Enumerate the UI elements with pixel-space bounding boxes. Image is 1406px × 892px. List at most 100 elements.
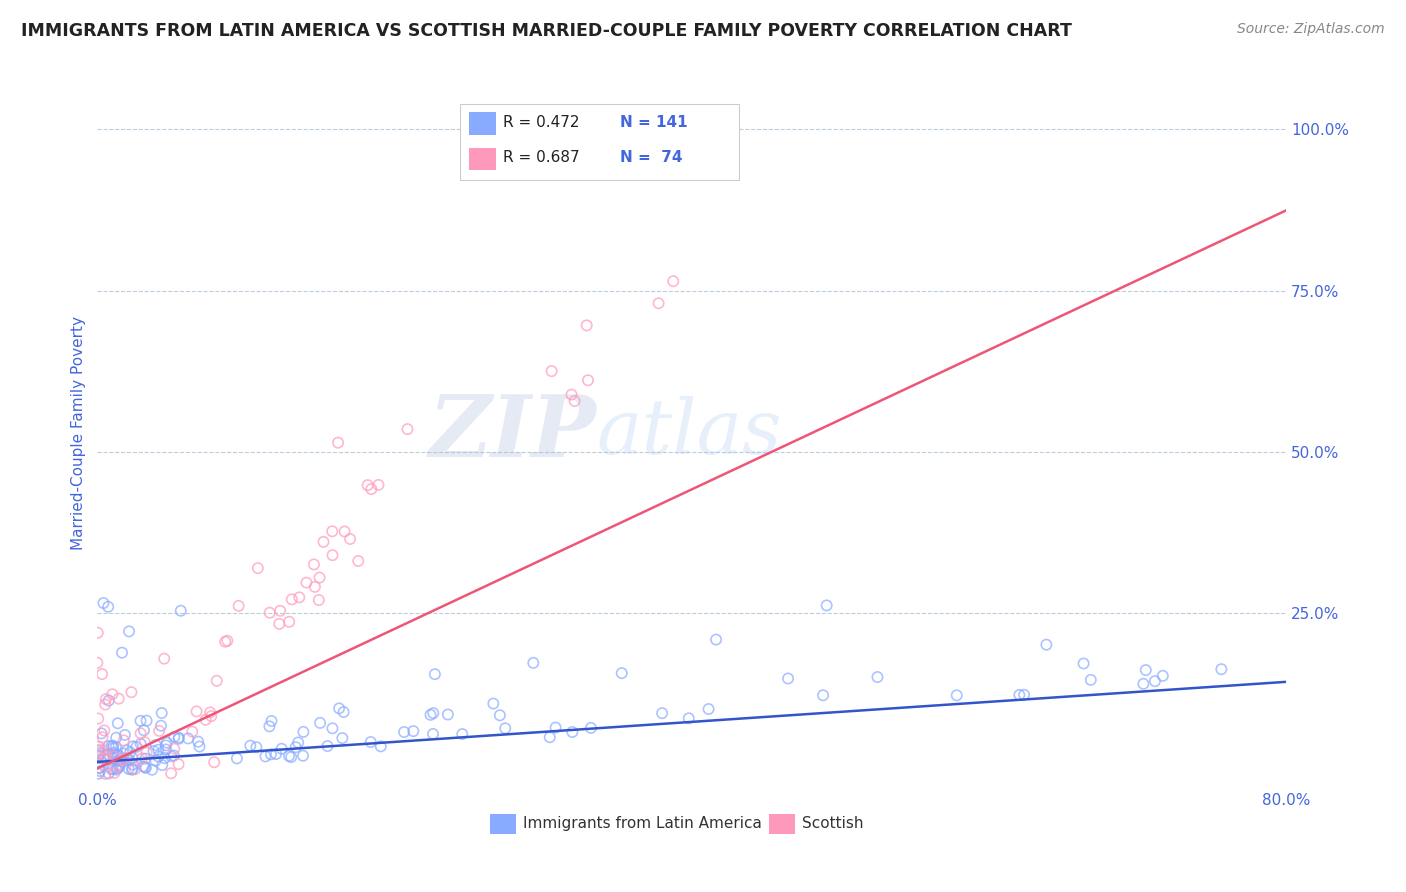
Point [538,731,561,745]
Text: IMMIGRANTS FROM LATIN AMERICA VS SCOTTISH MARRIED-COUPLE FAMILY POVERTY CORRELAT: IMMIGRANTS FROM LATIN AMERICA VS SCOTTIS… [21,22,1071,40]
Point [308,593,330,607]
Point [330,731,353,745]
Point [134,751,156,765]
Point [97,766,120,780]
Point [112,747,135,761]
Point [482,697,505,711]
Point [94,692,117,706]
Point [94,767,117,781]
Point [564,394,586,409]
Point [1152,669,1174,683]
Bar [470,112,495,135]
Point [148,743,170,757]
Point [111,646,134,660]
Point [321,548,343,562]
Point [561,725,583,739]
Point [87,748,110,763]
Point [115,750,138,764]
Point [135,761,157,775]
Point [360,482,382,496]
Point [217,633,239,648]
Point [107,748,129,763]
Point [575,318,598,333]
Point [697,702,720,716]
Point [579,721,602,735]
Point [97,599,120,614]
Point [1143,674,1166,689]
Point [97,739,120,753]
Point [280,750,302,764]
Point [129,737,152,751]
Point [284,740,307,755]
Point [167,731,190,746]
Point [93,723,115,738]
Point [111,753,134,767]
Point [186,705,208,719]
Text: R = 0.687: R = 0.687 [503,150,579,165]
Point [124,763,146,777]
Point [360,735,382,749]
Point [332,705,354,719]
Point [163,748,186,763]
Point [155,739,177,753]
Point [86,756,108,771]
Point [122,739,145,754]
Point [494,722,516,736]
Point [107,754,129,768]
Point [87,744,110,758]
Point [1008,688,1031,702]
Point [90,726,112,740]
Point [264,747,287,761]
Point [170,604,193,618]
Point [105,763,128,777]
Point [177,731,200,746]
Point [214,634,236,648]
Text: Source: ZipAtlas.com: Source: ZipAtlas.com [1237,22,1385,37]
Point [167,731,190,745]
Point [105,731,128,745]
Point [866,670,889,684]
Point [100,749,122,764]
Point [321,721,343,735]
Point [101,687,124,701]
Text: N = 141: N = 141 [620,115,688,129]
Point [107,716,129,731]
Point [370,739,392,754]
Point [1132,677,1154,691]
Bar [470,148,495,170]
Point [402,724,425,739]
Point [163,730,186,744]
Point [422,727,444,741]
Point [135,746,157,760]
Point [111,755,134,769]
Point [259,719,281,733]
Point [103,746,125,760]
Point [145,738,167,752]
Point [148,723,170,738]
Point [105,761,128,775]
Point [194,713,217,727]
Point [87,712,110,726]
Point [150,719,173,733]
Text: N =  74: N = 74 [620,150,683,165]
Point [93,743,115,757]
Point [544,721,567,735]
Point [239,739,262,753]
Point [423,667,446,681]
Point [522,656,544,670]
Point [156,736,179,750]
Point [93,751,115,765]
Text: Scottish: Scottish [803,816,863,831]
Point [776,672,799,686]
Point [245,740,267,755]
Bar [489,814,516,834]
Point [339,532,361,546]
Point [205,673,228,688]
FancyBboxPatch shape [460,103,740,180]
Point [129,726,152,740]
Point [134,760,156,774]
Point [328,701,350,715]
Point [108,760,131,774]
Point [107,691,129,706]
Point [118,753,141,767]
